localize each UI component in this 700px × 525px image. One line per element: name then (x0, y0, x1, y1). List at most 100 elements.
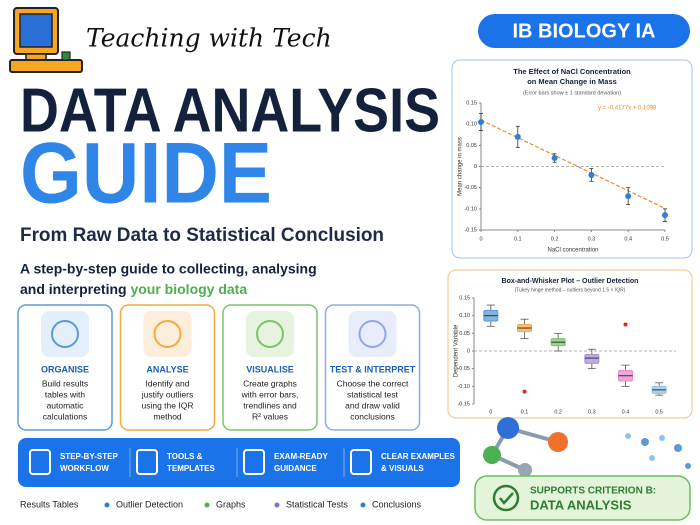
card-text: and draw valid (345, 400, 400, 410)
data-point (662, 212, 668, 219)
badge-bg (478, 14, 690, 48)
card-text: Create graphs (243, 378, 297, 388)
card-text: Identify and (146, 378, 190, 388)
card-icon-glyph (358, 320, 387, 348)
card-icon (246, 311, 294, 357)
feature-icon (136, 449, 158, 475)
card-text: calculations (43, 411, 87, 421)
subtitle: From Raw Data to Statistical Conclusion (20, 225, 384, 246)
card-title: TEST & INTERPRET (330, 364, 416, 374)
intro-line2: and interpreting your biology data (20, 281, 247, 297)
check-mark (499, 492, 514, 505)
y-tick-label: 0 (467, 348, 470, 354)
card-text: Build results (42, 378, 88, 388)
trendline (480, 119, 666, 209)
data-point (514, 133, 521, 140)
data-point (478, 119, 484, 126)
x-tick-label: 0 (479, 236, 482, 242)
title-line2: GUIDE (20, 126, 272, 222)
feature-text: TEMPLATES (167, 464, 216, 473)
card-text: Choose the correct (337, 378, 409, 388)
x-tick-label: 0.4 (624, 236, 632, 242)
feature-text: WORKFLOW (60, 464, 109, 473)
footer-dot (104, 502, 110, 508)
box (584, 354, 600, 364)
trendline-equation: y = -0.4177x + 0.1098 (598, 106, 657, 112)
criterion-line2: DATA ANALYSIS (530, 497, 632, 512)
footer-item: Conclusions (372, 499, 422, 509)
feature-icon (29, 449, 51, 475)
feature-text: TOOLS & (167, 452, 203, 461)
data-point (625, 193, 632, 200)
feature-text: STEP-BY-STEP (60, 452, 118, 461)
y-axis-label: Mean change in mass (458, 137, 464, 196)
feature-icon (243, 449, 265, 475)
y-tick-label: 0.15 (466, 100, 477, 106)
card-title: ANALYSE (146, 364, 188, 374)
y-axis-label: Dependent Variable (454, 324, 460, 377)
chart-subtitle: (Tukey hinge method – outliers beyond 1.… (515, 287, 626, 293)
card-icon (348, 311, 397, 357)
criterion-line1: SUPPORTS CRITERION B: (530, 486, 656, 497)
x-tick-label: 0.4 (622, 409, 630, 415)
intro-prefix: and interpreting (20, 281, 130, 297)
footer-dot (360, 502, 366, 508)
card-icon-glyph (256, 320, 284, 348)
y-tick-label: -0.15 (457, 401, 470, 407)
card-text: trendlines and (243, 400, 297, 410)
x-tick-label: 0.2 (554, 409, 562, 415)
card-icon-glyph (51, 320, 79, 348)
card-text: conclusions (350, 411, 394, 421)
x-tick-label: 0.5 (661, 236, 669, 242)
y-tick-label: 0.05 (459, 331, 470, 337)
data-point (551, 155, 558, 162)
badge: IB BIOLOGY IA (513, 20, 656, 42)
intro-line1: A step-by-step guide to collecting, anal… (20, 261, 317, 277)
footer-item: Statistical Tests (286, 499, 348, 509)
card-icon (143, 311, 192, 357)
card-text: automatic (47, 400, 85, 410)
footer-item: Results Tables (20, 499, 79, 509)
card-title: VISUALISE (246, 364, 294, 374)
chart-subtitle: (Error bars show ± 1 standard deviation) (523, 90, 621, 96)
x-axis-label: NaCl concentration (547, 248, 598, 254)
feature-text: & VISUALS (381, 464, 424, 473)
data-point (588, 171, 595, 178)
x-tick-label: 0 (489, 409, 492, 415)
x-tick-label: 0.1 (514, 236, 522, 242)
feature-text: GUIDANCE (274, 464, 317, 473)
footer-dot (274, 502, 280, 508)
feature-text: CLEAR EXAMPLES (381, 452, 455, 461)
y-tick-label: -0.05 (457, 366, 470, 372)
chart-title: on Mean Change in Mass (527, 77, 617, 86)
brand: Teaching with Tech (86, 24, 332, 53)
card-text: R² values (252, 411, 288, 421)
check-icon (492, 484, 520, 512)
card-text: with error bars, (241, 389, 299, 399)
outlier (522, 389, 527, 394)
x-tick-label: 0.3 (588, 236, 596, 242)
chart1-panel (451, 59, 693, 259)
card-icon (41, 311, 89, 357)
x-tick-label: 0.1 (521, 409, 529, 415)
x-tick-label: 0.5 (655, 409, 663, 415)
card-text: justify outliers (141, 389, 194, 399)
x-tick-label: 0.2 (551, 236, 559, 242)
feature-text: EXAM-READY (274, 452, 328, 461)
y-tick-label: -0.10 (464, 206, 477, 212)
x-tick-label: 0.3 (588, 409, 596, 415)
y-tick-label: -0.15 (464, 227, 477, 233)
footer-item: Graphs (216, 499, 246, 509)
molecule (483, 417, 691, 477)
y-tick-label: 0.10 (466, 122, 477, 128)
outlier (623, 322, 628, 327)
feature-icon (350, 449, 372, 475)
y-tick-label: 0 (474, 164, 477, 170)
card-icon-glyph (153, 320, 182, 348)
intro-highlight: your biology data (130, 281, 247, 297)
chart-title: The Effect of NaCl Concentration (513, 67, 631, 76)
y-tick-label: 0.05 (466, 143, 477, 149)
card-text: using the IQR (142, 400, 194, 410)
title-line1: DATA ANALYSIS (20, 76, 440, 145)
chart-title: Box-and-Whisker Plot – Outlier Detection (502, 278, 639, 285)
